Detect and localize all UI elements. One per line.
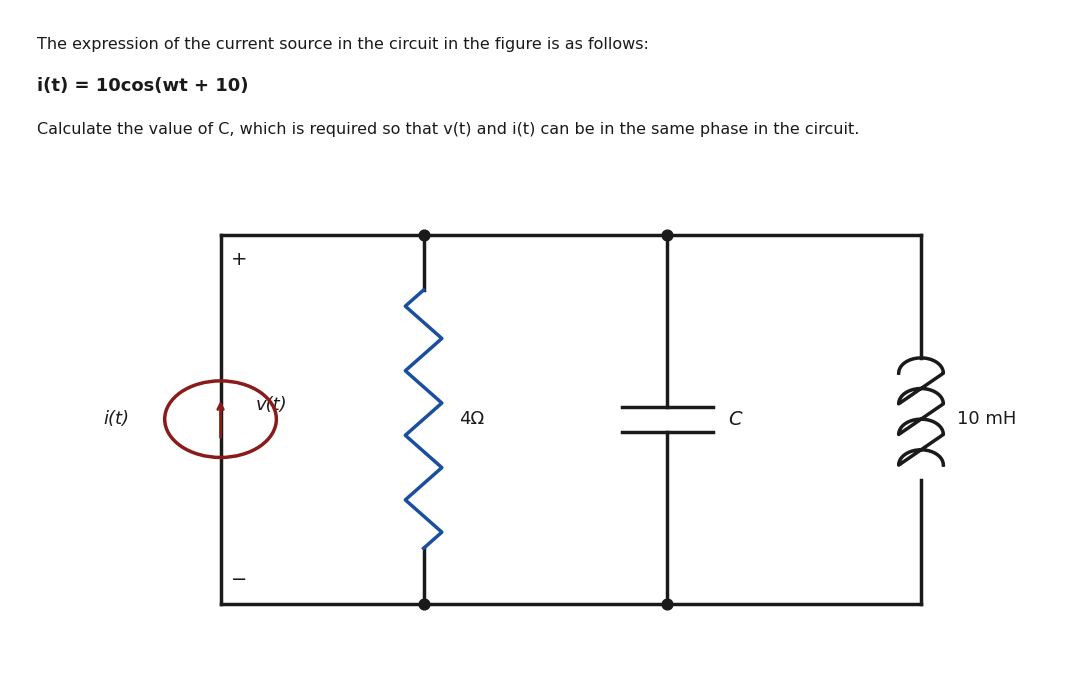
Text: C: C [728,409,742,429]
Text: −: − [231,570,247,589]
Text: Calculate the value of C, which is required so that v(t) and i(t) can be in the : Calculate the value of C, which is requi… [38,122,860,137]
Point [415,229,432,240]
Text: The expression of the current source in the circuit in the figure is as follows:: The expression of the current source in … [38,37,649,52]
Text: i(t) = 10cos(wt + 10): i(t) = 10cos(wt + 10) [38,77,249,95]
Text: i(t): i(t) [104,410,130,428]
Text: 10 mH: 10 mH [957,410,1016,428]
Text: +: + [230,249,247,269]
Point [415,598,432,609]
Point [659,229,676,240]
Text: 4Ω: 4Ω [459,410,484,428]
Point [659,598,676,609]
Text: v(t): v(t) [256,396,287,414]
